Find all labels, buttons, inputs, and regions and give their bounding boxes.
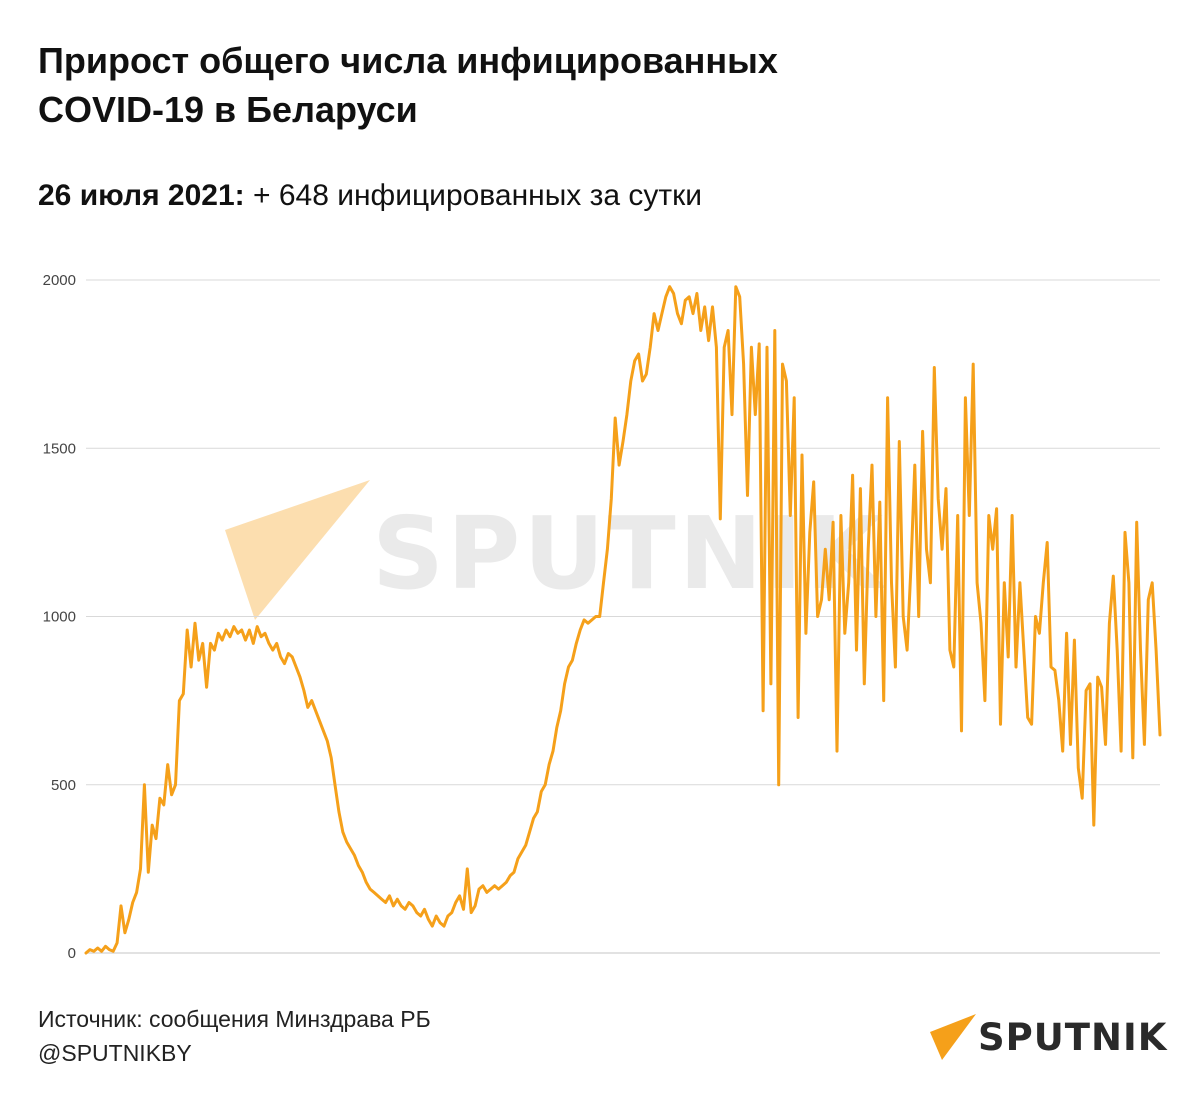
chart-subtitle: 26 июля 2021: + 648 инфицированных за су… [38, 176, 702, 216]
chart-watermark: SPUTNIK [225, 480, 887, 620]
sputnik-logo-text: SPUTNIK [978, 1016, 1168, 1059]
social-handle: @SPUTNIKBY [38, 1040, 192, 1066]
y-tick-label: 1500 [43, 440, 76, 457]
series-line [84, 285, 1162, 955]
line-chart: SPUTNIK 0 500 1000 1500 2000 [43, 272, 1162, 962]
y-tick-label: 500 [51, 777, 76, 794]
watermark-sputnik-icon [225, 480, 370, 620]
subtitle-date: 26 июля 2021: [38, 179, 245, 212]
chart-title-line-1: Прирост общего числа инфицированных [38, 40, 778, 81]
chart-title-line-2: COVID-19 в Беларуси [38, 89, 418, 130]
y-tick-label: 1000 [43, 609, 76, 626]
y-tick-labels: 0 500 1000 1500 2000 [43, 272, 76, 962]
sputnik-logo-icon [930, 1014, 976, 1060]
y-tick-label: 0 [68, 945, 76, 962]
watermark-text: SPUTNIK [372, 495, 887, 612]
sputnik-logo: SPUTNIK [930, 1014, 1168, 1060]
y-tick-label: 2000 [43, 272, 76, 289]
chart-title: Прирост общего числа инфицированных COVI… [38, 36, 1138, 134]
subtitle-text: + 648 инфицированных за сутки [244, 179, 703, 212]
source-note: Источник: сообщения Минздрава РБ [38, 1006, 431, 1032]
